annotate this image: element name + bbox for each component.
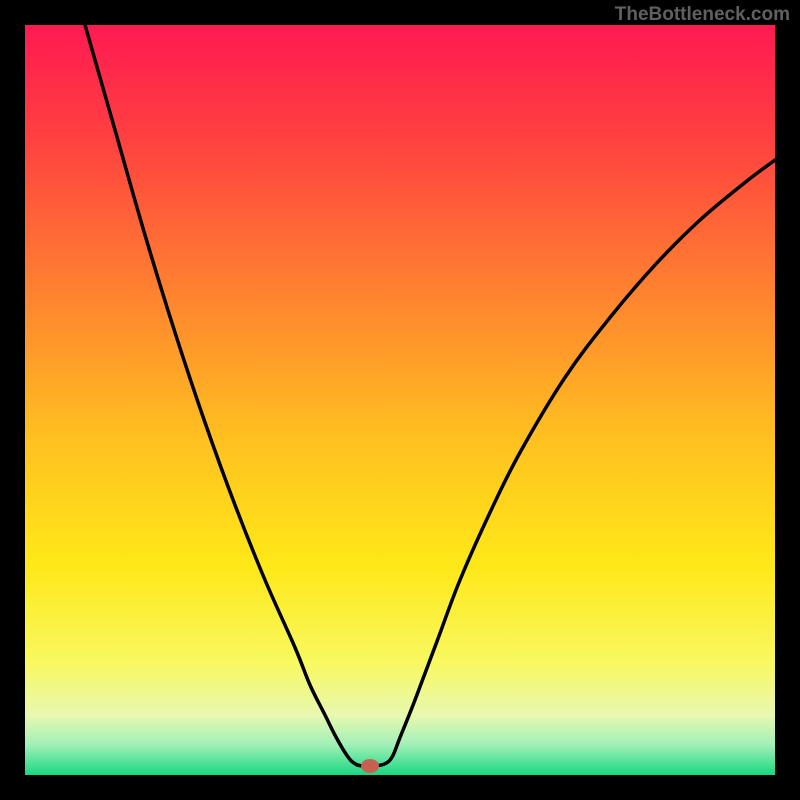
minimum-marker xyxy=(361,759,379,773)
watermark-text: TheBottleneck.com xyxy=(615,4,790,26)
plot-background xyxy=(25,25,775,775)
chart-svg xyxy=(0,0,800,800)
bottleneck-chart: TheBottleneck.com xyxy=(0,0,800,800)
